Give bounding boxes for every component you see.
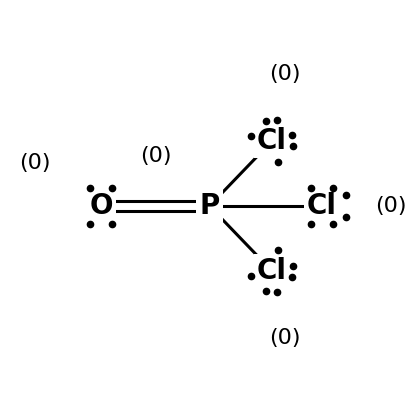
Text: O: O bbox=[90, 192, 113, 220]
Text: Cl: Cl bbox=[257, 257, 287, 285]
Text: (0): (0) bbox=[19, 153, 50, 173]
Text: (0): (0) bbox=[269, 328, 300, 348]
Text: Cl: Cl bbox=[307, 192, 337, 220]
Text: (0): (0) bbox=[375, 196, 407, 216]
Text: (0): (0) bbox=[269, 64, 300, 84]
Text: P: P bbox=[199, 192, 220, 220]
Text: Cl: Cl bbox=[257, 127, 287, 155]
Text: (0): (0) bbox=[140, 146, 171, 166]
